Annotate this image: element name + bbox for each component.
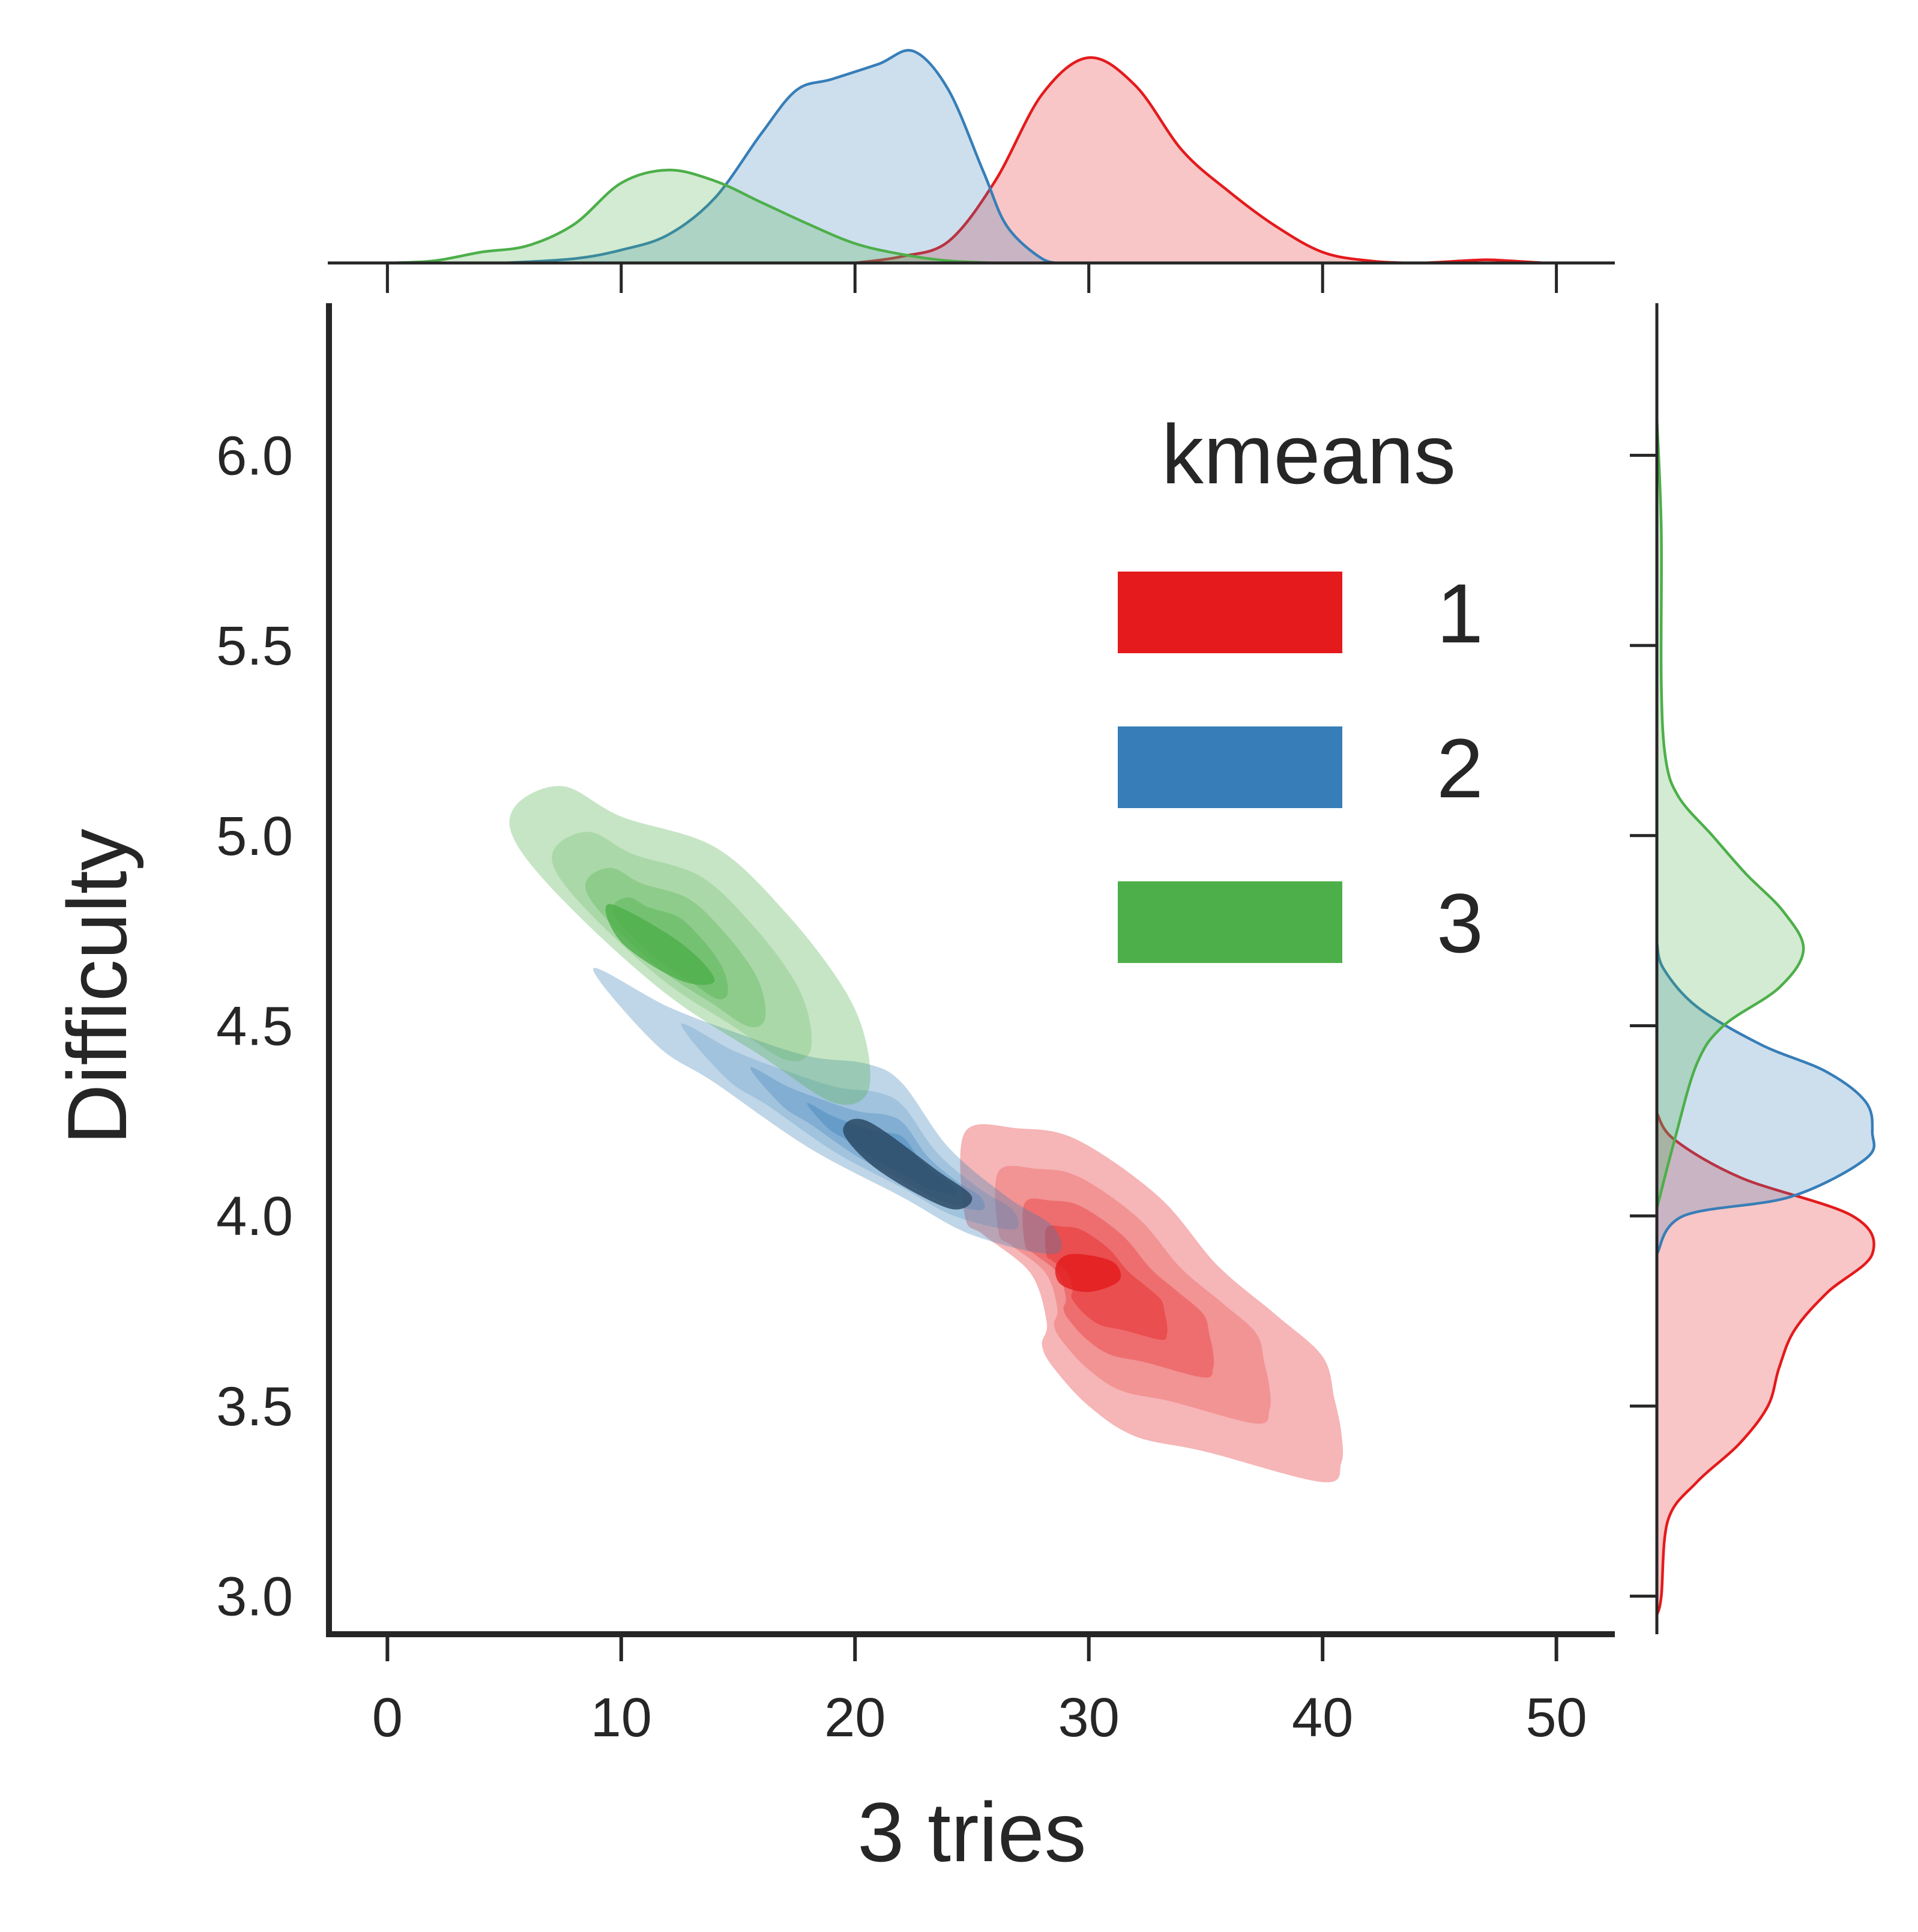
x-marginal-line-1 bbox=[854, 56, 1545, 265]
y-marginal-fill-2 bbox=[1657, 942, 1874, 1254]
y-axis-label: Difficulty bbox=[50, 829, 144, 1144]
y-marginal-fill-3 bbox=[1657, 417, 1804, 1209]
y-tick-label: 5.5 bbox=[216, 615, 293, 677]
density-level-3-1 bbox=[1022, 1198, 1214, 1378]
x-axis-label: 3 tries bbox=[857, 1785, 1086, 1879]
legend-swatch-1 bbox=[1118, 572, 1342, 653]
density-level-core-1 bbox=[1055, 1254, 1121, 1293]
y-tick-label: 4.0 bbox=[216, 1186, 293, 1247]
y-marginal-line-3 bbox=[1655, 417, 1805, 1209]
x-tick-label: 40 bbox=[1292, 1687, 1353, 1748]
y-tick-label: 4.5 bbox=[216, 996, 293, 1057]
x-marginal-line-3 bbox=[387, 168, 996, 265]
x-marginal-fill-2 bbox=[504, 50, 1066, 264]
y-tick-label: 3.5 bbox=[216, 1376, 293, 1437]
legend: kmeans 1 2 3 bbox=[1118, 407, 1483, 970]
density-level-outer-1 bbox=[960, 1124, 1344, 1482]
x-tick-label: 20 bbox=[824, 1687, 885, 1748]
y-marginal-density bbox=[1655, 417, 1876, 1616]
density-level-core-2 bbox=[843, 1118, 973, 1210]
legend-label-1: 1 bbox=[1437, 566, 1483, 660]
density-level-2-1 bbox=[995, 1165, 1271, 1424]
legend-label-2: 2 bbox=[1437, 721, 1483, 815]
density-level-outer-3 bbox=[509, 786, 870, 1105]
legend-label-3: 3 bbox=[1437, 876, 1483, 970]
y-marginal-line-1 bbox=[1655, 1112, 1875, 1616]
x-tick-label: 50 bbox=[1525, 1687, 1587, 1748]
y-tick-label: 6.0 bbox=[216, 425, 293, 486]
legend-title: kmeans bbox=[1162, 407, 1456, 501]
joint-density-plot bbox=[509, 786, 1344, 1482]
x-marginal-line-2 bbox=[504, 49, 1066, 265]
y-marginal-fill-1 bbox=[1657, 1113, 1874, 1616]
x-marginal-density bbox=[387, 49, 1545, 265]
y-marginal-line-2 bbox=[1655, 941, 1876, 1255]
joint-density-series-1 bbox=[960, 1124, 1344, 1482]
legend-swatch-2 bbox=[1118, 726, 1342, 808]
joint-density-series-3 bbox=[509, 786, 870, 1105]
x-tick-label: 30 bbox=[1058, 1687, 1120, 1748]
y-tick-label: 3.0 bbox=[216, 1566, 293, 1628]
x-tick-label: 0 bbox=[372, 1687, 403, 1748]
x-tick-label: 10 bbox=[591, 1687, 652, 1748]
y-tick-label: 5.0 bbox=[216, 806, 293, 867]
density-level-core-3 bbox=[605, 904, 715, 985]
joint-density-series-2 bbox=[593, 968, 1062, 1254]
axis-ticks: 0 10 20 30 40 50 3.0 3.5 4.0 4.5 5.0 5.5 6.0 bbox=[216, 263, 1657, 1748]
legend-swatch-3 bbox=[1118, 881, 1342, 963]
x-marginal-fill-1 bbox=[855, 57, 1545, 263]
